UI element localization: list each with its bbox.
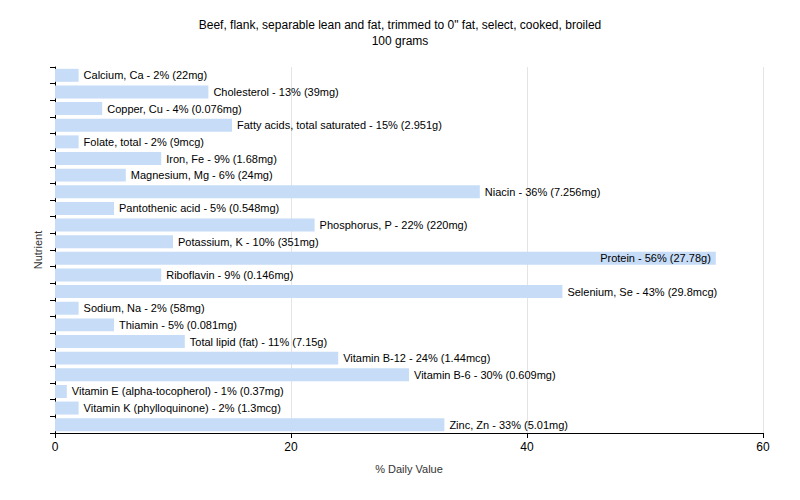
svg-text:% Daily Value: % Daily Value <box>375 463 443 475</box>
svg-text:0: 0 <box>52 440 59 454</box>
svg-text:Fatty acids, total saturated -: Fatty acids, total saturated - 15% (2.95… <box>237 119 442 131</box>
svg-text:Copper, Cu - 4% (0.076mg): Copper, Cu - 4% (0.076mg) <box>107 103 242 115</box>
svg-text:60: 60 <box>756 440 770 454</box>
svg-text:Total lipid (fat) - 11% (7.15g: Total lipid (fat) - 11% (7.15g) <box>190 336 327 348</box>
svg-text:Riboflavin - 9% (0.146mg): Riboflavin - 9% (0.146mg) <box>166 269 293 281</box>
svg-text:Nutrient: Nutrient <box>32 231 44 270</box>
svg-text:Calcium, Ca - 2% (22mg): Calcium, Ca - 2% (22mg) <box>84 69 207 81</box>
svg-text:Magnesium, Mg - 6% (24mg): Magnesium, Mg - 6% (24mg) <box>131 169 273 181</box>
svg-text:40: 40 <box>520 440 534 454</box>
svg-text:Vitamin B-12 - 24% (1.44mcg): Vitamin B-12 - 24% (1.44mcg) <box>343 352 490 364</box>
svg-text:Zinc, Zn - 33% (5.01mg): Zinc, Zn - 33% (5.01mg) <box>449 419 568 431</box>
svg-text:Folate, total - 2% (9mcg): Folate, total - 2% (9mcg) <box>84 136 204 148</box>
svg-text:Niacin - 36% (7.256mg): Niacin - 36% (7.256mg) <box>485 186 601 198</box>
svg-text:Vitamin B-6 - 30% (0.609mg): Vitamin B-6 - 30% (0.609mg) <box>414 369 556 381</box>
svg-text:Phosphorus, P - 22% (220mg): Phosphorus, P - 22% (220mg) <box>320 219 468 231</box>
svg-text:Sodium, Na - 2% (58mg): Sodium, Na - 2% (58mg) <box>84 302 205 314</box>
svg-text:Vitamin K (phylloquinone) - 2%: Vitamin K (phylloquinone) - 2% (1.3mcg) <box>84 402 281 414</box>
svg-text:Beef, flank, separable lean an: Beef, flank, separable lean and fat, tri… <box>199 18 602 32</box>
svg-text:Vitamin E (alpha-tocopherol) -: Vitamin E (alpha-tocopherol) - 1% (0.37m… <box>72 385 284 397</box>
svg-text:Selenium, Se - 43% (29.8mcg): Selenium, Se - 43% (29.8mcg) <box>567 286 717 298</box>
svg-text:Potassium, K - 10% (351mg): Potassium, K - 10% (351mg) <box>178 236 319 248</box>
svg-text:Protein - 56% (27.78g): Protein - 56% (27.78g) <box>600 252 711 264</box>
svg-text:Iron, Fe - 9% (1.68mg): Iron, Fe - 9% (1.68mg) <box>166 153 277 165</box>
svg-text:100 grams: 100 grams <box>372 34 429 48</box>
svg-text:Cholesterol - 13% (39mg): Cholesterol - 13% (39mg) <box>213 86 338 98</box>
svg-text:20: 20 <box>284 440 298 454</box>
svg-text:Thiamin - 5% (0.081mg): Thiamin - 5% (0.081mg) <box>119 319 237 331</box>
svg-text:Pantothenic acid - 5% (0.548mg: Pantothenic acid - 5% (0.548mg) <box>119 202 279 214</box>
